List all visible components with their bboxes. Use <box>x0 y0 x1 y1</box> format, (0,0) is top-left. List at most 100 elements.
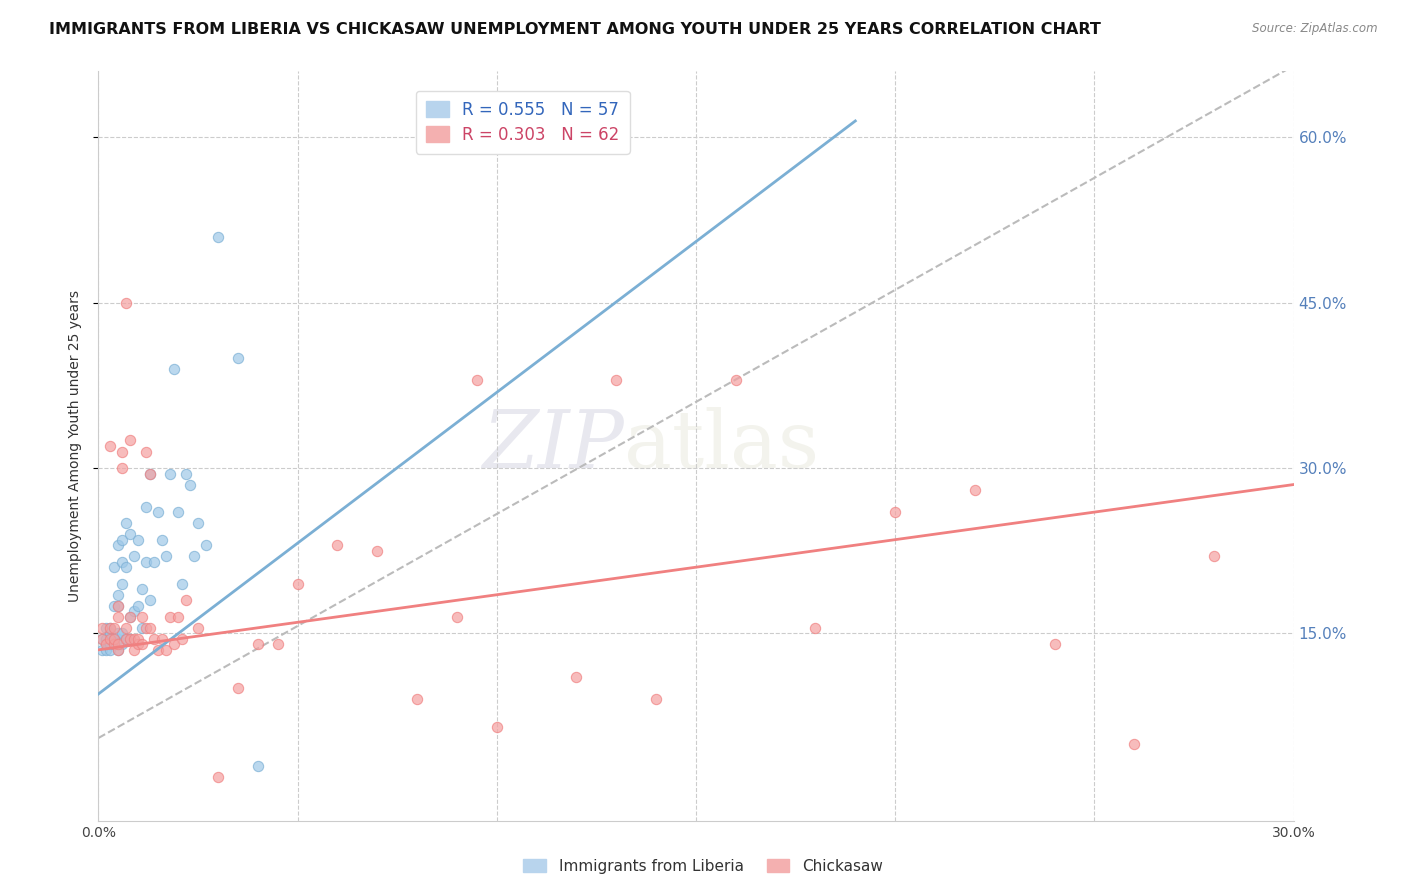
Point <box>724 373 747 387</box>
Point <box>485 720 508 734</box>
Point <box>226 681 249 696</box>
Point <box>1043 637 1066 651</box>
Point <box>246 758 269 772</box>
Point <box>1123 737 1146 751</box>
Point <box>465 373 488 387</box>
Point <box>163 362 186 376</box>
Point <box>103 632 125 646</box>
Point <box>103 560 125 574</box>
Point <box>96 637 118 651</box>
Point <box>148 643 170 657</box>
Point <box>172 632 194 646</box>
Point <box>96 621 118 635</box>
Point <box>884 505 907 519</box>
Point <box>91 632 114 646</box>
Text: Source: ZipAtlas.com: Source: ZipAtlas.com <box>1253 22 1378 36</box>
Point <box>159 609 181 624</box>
Point <box>103 637 125 651</box>
Point <box>406 692 429 706</box>
Point <box>127 599 149 613</box>
Point <box>195 538 218 552</box>
Point <box>98 632 122 646</box>
Point <box>111 555 134 569</box>
Point <box>565 670 588 684</box>
Point <box>91 643 114 657</box>
Point <box>124 632 146 646</box>
Point <box>98 621 122 635</box>
Point <box>246 637 269 651</box>
Point <box>167 505 190 519</box>
Point <box>96 632 118 646</box>
Point <box>183 549 205 564</box>
Point <box>135 555 157 569</box>
Text: ZIP: ZIP <box>482 408 624 484</box>
Text: IMMIGRANTS FROM LIBERIA VS CHICKASAW UNEMPLOYMENT AMONG YOUTH UNDER 25 YEARS COR: IMMIGRANTS FROM LIBERIA VS CHICKASAW UNE… <box>49 22 1101 37</box>
Point <box>91 621 114 635</box>
Point <box>107 538 129 552</box>
Point <box>207 770 229 784</box>
Point <box>963 483 986 497</box>
Point <box>98 637 122 651</box>
Point <box>172 576 194 591</box>
Point <box>107 643 129 657</box>
Point <box>148 505 170 519</box>
Point <box>115 632 138 646</box>
Point <box>131 609 153 624</box>
Point <box>103 621 125 635</box>
Point <box>127 637 149 651</box>
Point <box>103 637 125 651</box>
Point <box>115 632 138 646</box>
Point <box>326 538 349 552</box>
Point <box>135 500 157 514</box>
Point <box>107 609 129 624</box>
Point <box>111 461 134 475</box>
Point <box>139 621 162 635</box>
Point <box>107 599 129 613</box>
Point <box>107 632 129 646</box>
Point <box>287 576 309 591</box>
Point <box>115 295 138 310</box>
Point <box>107 626 129 640</box>
Point <box>124 643 146 657</box>
Point <box>155 643 177 657</box>
Point <box>120 632 142 646</box>
Point <box>131 637 153 651</box>
Point <box>98 643 122 657</box>
Y-axis label: Unemployment Among Youth under 25 years: Unemployment Among Youth under 25 years <box>69 290 83 602</box>
Point <box>135 621 157 635</box>
Point <box>163 637 186 651</box>
Point <box>446 609 468 624</box>
Point <box>187 516 209 530</box>
Point <box>155 549 177 564</box>
Point <box>120 632 142 646</box>
Point <box>120 434 142 448</box>
Point <box>366 543 388 558</box>
Point <box>107 637 129 651</box>
Point <box>124 604 146 618</box>
Point <box>139 593 162 607</box>
Point <box>159 467 181 481</box>
Point <box>139 467 162 481</box>
Point <box>143 555 166 569</box>
Point <box>167 609 190 624</box>
Point <box>124 549 146 564</box>
Point <box>103 632 125 646</box>
Point <box>111 626 134 640</box>
Point <box>174 467 197 481</box>
Point <box>120 609 142 624</box>
Point <box>187 621 209 635</box>
Point <box>1202 549 1225 564</box>
Point <box>150 533 173 547</box>
Point <box>174 593 197 607</box>
Point <box>91 632 114 646</box>
Point <box>605 373 627 387</box>
Point <box>131 621 153 635</box>
Point <box>103 599 125 613</box>
Point <box>115 560 138 574</box>
Point <box>127 533 149 547</box>
Point <box>143 632 166 646</box>
Point <box>115 516 138 530</box>
Point <box>120 527 142 541</box>
Point <box>804 621 827 635</box>
Point <box>207 229 229 244</box>
